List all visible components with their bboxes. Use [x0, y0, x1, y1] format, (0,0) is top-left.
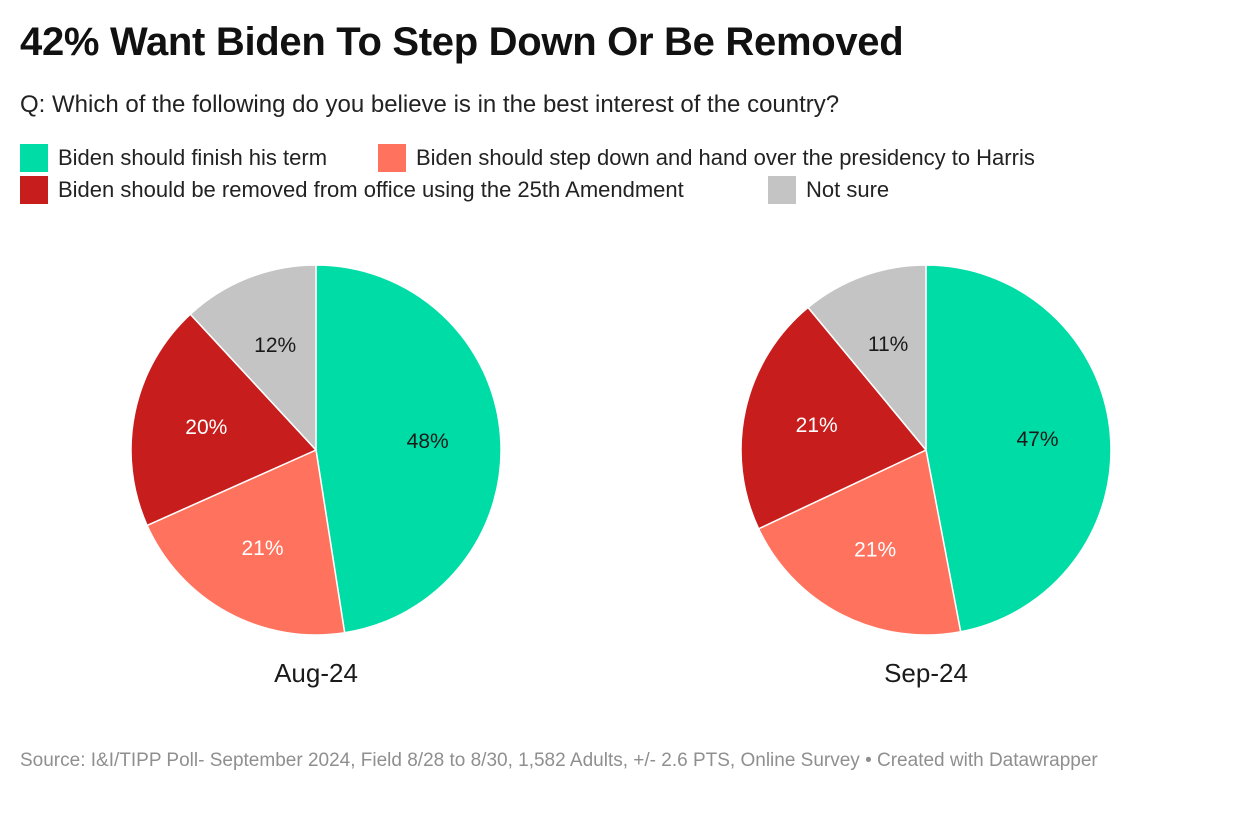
pie-slice-step-down [146, 449, 346, 636]
legend-item-not-sure: Not sure [768, 176, 889, 204]
slice-value-label: 21% [241, 537, 283, 560]
legend-label: Biden should step down and hand over the… [416, 145, 1035, 170]
chart-subtitle: Q: Which of the following do you believe… [20, 91, 840, 118]
pie-caption: Sep-24 [884, 658, 968, 688]
legend-item-finish-term: Biden should finish his term [20, 144, 327, 172]
slice-value-label: 21% [854, 538, 896, 561]
pie-slice-finish-term [925, 264, 1112, 633]
legend-label: Biden should finish his term [58, 145, 328, 170]
pie-chart-aug-24: 48% 21% 20% 12% Aug-24 [130, 264, 502, 688]
slice-value-label: 21% [796, 414, 838, 437]
slice-value-label: 48% [407, 430, 449, 453]
slice-value-label: 11% [868, 333, 908, 356]
pie-slice-finish-term [315, 264, 502, 634]
pie-slice-step-down [757, 449, 962, 636]
legend-swatch [378, 144, 406, 172]
legend-swatch [20, 144, 48, 172]
pie-slice-not-sure [807, 264, 927, 451]
pie-slice-not-sure [189, 264, 317, 451]
pie-slice-removed-25th [130, 313, 317, 527]
legend-item-step-down: Biden should step down and hand over the… [378, 144, 1035, 172]
legend-swatch [768, 176, 796, 204]
chart-title: 42% Want Biden To Step Down Or Be Remove… [20, 20, 904, 64]
slice-value-label: 47% [1016, 428, 1058, 451]
legend-label: Biden should be removed from office usin… [58, 177, 684, 202]
legend-label: Not sure [806, 177, 890, 202]
pie-chart-sep-24: 47% 21% 21% 11% Sep-24 [740, 264, 1112, 688]
legend-item-removed-25th: Biden should be removed from office usin… [20, 176, 684, 204]
pie-caption: Aug-24 [274, 658, 358, 688]
source-footer: Source: I&I/TIPP Poll- September 2024, F… [20, 750, 1098, 771]
slice-value-label: 12% [254, 334, 296, 357]
pie-slice-removed-25th [740, 306, 927, 530]
legend-swatch [20, 176, 48, 204]
slice-value-label: 20% [185, 416, 227, 439]
